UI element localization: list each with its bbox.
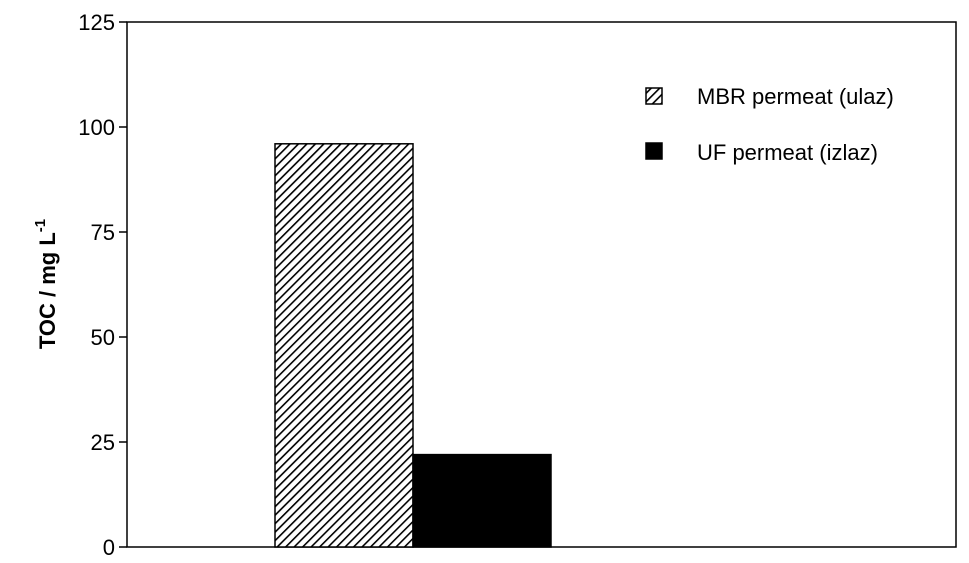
y-axis-title: TOC / mg L-1 — [32, 219, 60, 349]
y-axis-title-superscript: -1 — [32, 219, 49, 232]
legend-swatch-hatched — [645, 87, 663, 105]
y-tick-label-5: 125 — [78, 10, 115, 35]
legend-item-1: UF permeat (izlaz) — [645, 140, 878, 165]
y-tick-label-1: 25 — [91, 430, 115, 455]
legend-label-0: MBR permeat (ulaz) — [697, 84, 894, 109]
bar-uf-permeat — [412, 453, 552, 548]
y-tick-label-4: 100 — [78, 115, 115, 140]
legend-swatch-solid — [645, 142, 663, 160]
y-tick-label-2: 50 — [91, 325, 115, 350]
y-axis-title-main: TOC / mg L — [35, 232, 60, 349]
legend-label-1: UF permeat (izlaz) — [697, 140, 878, 165]
legend-item-0: MBR permeat (ulaz) — [645, 84, 894, 109]
y-axis-ticks: 0 25 50 75 100 125 — [78, 10, 127, 560]
y-tick-label-3: 75 — [91, 220, 115, 245]
y-tick-label-0: 0 — [103, 535, 115, 560]
bars — [274, 143, 552, 548]
legend: MBR permeat (ulaz) UF permeat (izlaz) — [645, 84, 894, 165]
bar-mbr-permeat — [274, 143, 414, 548]
